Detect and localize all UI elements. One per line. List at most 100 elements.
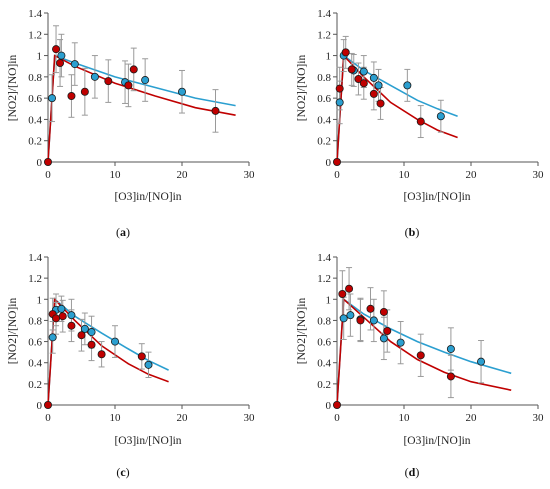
fit-curve (47, 54, 236, 163)
data-point (416, 117, 425, 126)
data-point (332, 157, 341, 166)
y-tick-label: 0 (326, 157, 332, 169)
panel-caption-open: ( (116, 465, 120, 479)
data-point (48, 94, 57, 103)
data-point (52, 45, 61, 54)
y-tick-label: 1.2 (28, 273, 42, 285)
y-tick-label: 1.2 (317, 29, 331, 41)
x-tick-label: 0 (45, 412, 51, 424)
y-axis-label: [NO2]/[NO]in (296, 55, 308, 122)
data-point (335, 98, 344, 107)
data-point (369, 73, 378, 82)
data-point (339, 314, 348, 323)
data-point (369, 89, 378, 98)
x-tick-label: 20 (177, 169, 189, 181)
y-tick-label: 0.6 (317, 337, 331, 349)
y-tick-label: 1.4 (317, 8, 331, 20)
y-tick-label: 0.2 (28, 379, 42, 391)
data-point (104, 77, 113, 86)
data-point (48, 333, 57, 342)
y-tick-label: 0.8 (28, 72, 42, 84)
data-point (67, 311, 76, 320)
data-point (436, 112, 445, 121)
fit-curve (336, 297, 512, 406)
y-tick-label: 0 (326, 400, 332, 412)
data-point (416, 351, 425, 360)
panel-caption: (d) (405, 465, 420, 479)
y-tick-label: 0.6 (28, 337, 42, 349)
panel-caption-close: ) (415, 225, 419, 239)
data-point (477, 357, 486, 366)
y-tick-label: 1.4 (28, 252, 42, 264)
y-tick-label: 1.4 (28, 8, 42, 20)
y-tick-label: 0 (37, 400, 43, 412)
data-point (345, 284, 354, 293)
data-point (80, 87, 89, 96)
data-point (374, 81, 383, 90)
x-axis-label: [O3]in/[NO]in (403, 435, 470, 447)
y-axis-label: [NO2]/[NO]in (296, 298, 308, 365)
panel-caption-open: ( (116, 225, 120, 239)
data-point (67, 321, 76, 330)
data-point (52, 314, 61, 323)
data-point (137, 352, 146, 361)
panel-caption-letter: a (120, 225, 126, 239)
data-point (57, 304, 66, 313)
panel-caption-close: ) (126, 225, 130, 239)
data-point (376, 99, 385, 108)
data-point (379, 334, 388, 343)
y-tick-label: 1 (37, 294, 43, 306)
y-tick-label: 0.6 (28, 93, 42, 105)
y-tick-label: 0.8 (317, 315, 331, 327)
x-tick-label: 10 (110, 169, 122, 181)
panel-caption: (c) (116, 465, 129, 479)
y-tick-label: 0.2 (28, 136, 42, 148)
panel-caption-letter: c (120, 465, 126, 479)
data-point (354, 74, 363, 83)
y-tick-label: 0.2 (317, 136, 331, 148)
data-point (369, 316, 378, 325)
panel-caption: (a) (116, 225, 130, 239)
y-tick-label: 1 (37, 51, 43, 63)
y-tick-label: 0 (37, 157, 43, 169)
x-axis-label: [O3]in/[NO]in (403, 191, 470, 203)
panel-caption-close: ) (126, 465, 130, 479)
data-point (87, 340, 96, 349)
data-point (58, 312, 67, 321)
panel-caption-close: ) (415, 465, 419, 479)
panel-caption: (b) (405, 225, 420, 239)
fit-curve (47, 54, 236, 163)
data-point (90, 72, 99, 81)
x-tick-label: 30 (533, 169, 545, 181)
x-tick-label: 10 (110, 412, 122, 424)
panel-caption-open: ( (405, 225, 409, 239)
panel-d: 0 0.2 0.4 0.6 0.8 1 1.2 1.4 0 10 20 30 [NO2]/[NO]in [… (296, 252, 544, 479)
x-tick-label: 0 (334, 412, 340, 424)
x-tick-label: 30 (533, 412, 545, 424)
y-tick-label: 0.4 (317, 358, 331, 370)
data-point (356, 316, 365, 325)
x-tick-label: 0 (45, 169, 51, 181)
data-point (359, 67, 368, 76)
data-point (403, 81, 412, 90)
x-tick-label: 30 (244, 169, 256, 181)
data-point (379, 307, 388, 316)
data-point (80, 324, 89, 333)
x-tick-label: 30 (244, 412, 256, 424)
panel-caption-open: ( (405, 465, 409, 479)
data-point (446, 372, 455, 381)
y-tick-label: 1.2 (317, 273, 331, 285)
y-tick-label: 1 (326, 294, 332, 306)
x-axis-label: [O3]in/[NO]in (114, 191, 181, 203)
data-point (111, 337, 120, 346)
data-point (56, 59, 65, 68)
y-axis-label: [NO2]/[NO]in (7, 55, 19, 122)
data-point (77, 331, 86, 340)
panel-a: 0 0.2 0.4 0.6 0.8 1 1.2 1.4 0 10 20 30 [NO2]/[NO]in [… (7, 8, 255, 239)
data-point (44, 400, 53, 409)
panel-caption-letter: b (409, 225, 416, 239)
x-axis-label: [O3]in/[NO]in (114, 435, 181, 447)
x-tick-label: 0 (334, 169, 340, 181)
y-tick-label: 0.4 (28, 114, 42, 126)
